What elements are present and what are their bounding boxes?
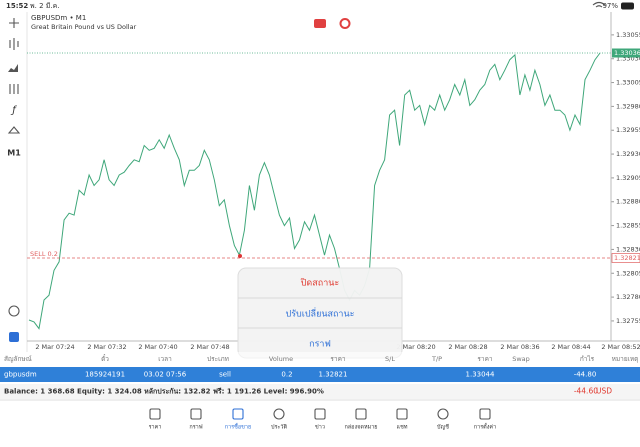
column-header: ประเภท [207, 355, 229, 363]
y-tick-label: 1.32955 [616, 126, 640, 134]
balance-currency: USD [596, 387, 612, 396]
x-tick-label: 2 Mar 07:24 [35, 343, 74, 351]
column-header: ราคา [477, 355, 492, 363]
x-tick-label: 2 Mar 07:32 [87, 343, 126, 351]
position-row[interactable] [0, 367, 640, 382]
function-tool[interactable]: ƒ [10, 105, 17, 116]
nav-label[interactable]: ประวัติ [271, 424, 287, 431]
nav-label[interactable]: กล่องจดหมาย [344, 425, 377, 431]
row-cell: 185924191 [85, 371, 125, 379]
nav-label[interactable]: ราคา [149, 425, 162, 431]
popup-menu: ปิดสถานะ ปรับเปลี่ยนสถานะ กราฟ [237, 267, 403, 359]
row-cell: 1.33044 [466, 371, 495, 379]
bid-price-box [612, 48, 640, 58]
one-click-icon[interactable] [314, 19, 326, 28]
sell-price-label: 1.32821 [614, 254, 640, 262]
y-tick-label: 1.32855 [616, 222, 640, 230]
left-toolbar: ƒ M1 [7, 18, 21, 342]
nav-icon[interactable] [149, 408, 161, 420]
balance-bar [0, 384, 640, 399]
row-cell: 03.02 07:56 [144, 371, 187, 379]
row-cell: -44.80 [574, 371, 597, 379]
balance-profit: -44.60 [574, 387, 598, 396]
nav-icon[interactable] [190, 408, 202, 420]
column-header: สัญลักษณ์ [4, 355, 32, 363]
nav-icon[interactable] [314, 408, 326, 420]
nav-icon[interactable] [479, 408, 491, 420]
status-battery: 97% [602, 2, 618, 10]
settings-tool[interactable] [9, 84, 19, 94]
wifi-icon [592, 1, 606, 8]
nav-icon[interactable] [273, 408, 285, 420]
trade-tool[interactable] [9, 332, 19, 342]
row-cell: 1.32821 [319, 371, 348, 379]
column-header: เวลา [158, 355, 172, 363]
nav-label[interactable]: บัญชี [437, 424, 449, 431]
chart-description: Great Britain Pound vs US Dollar [31, 23, 137, 31]
bid-price-label: 1.33036 [614, 49, 640, 57]
battery-icon [621, 2, 634, 10]
modify-position[interactable]: ปรับเปลี่ยนสถานะ [286, 307, 355, 320]
x-tick-label: 2 Mar 08:20 [396, 343, 435, 351]
y-tick-label: 1.32980 [616, 102, 640, 110]
table-header-bg [0, 352, 640, 366]
nav-label[interactable]: การซื้อขาย [225, 423, 251, 431]
x-tick-label: 2 Mar 07:40 [138, 343, 177, 351]
timeframe[interactable]: M1 [7, 149, 21, 158]
x-tick-label: 2 Mar 08:28 [448, 343, 487, 351]
nav-icon[interactable] [355, 408, 367, 420]
y-tick-label: 1.33030 [616, 55, 640, 63]
column-header: T/P [431, 355, 442, 363]
nav-icon[interactable] [232, 408, 244, 420]
y-tick-label: 1.32780 [616, 293, 640, 301]
row-cell: 0.2 [281, 371, 292, 379]
indicator-tool[interactable] [8, 64, 18, 72]
column-header: ราคา [330, 355, 345, 363]
y-tick-label: 1.32905 [616, 174, 640, 182]
sell-line-label: SELL 0.2 [30, 250, 58, 258]
y-tick-label: 1.32880 [616, 198, 640, 206]
column-header: ตั๋ว [101, 354, 109, 363]
x-tick-label: 2 Mar 08:44 [551, 343, 590, 351]
nav-icon[interactable] [437, 408, 449, 420]
nav-label[interactable]: การตั้งค่า [474, 423, 496, 431]
chart-type-tool[interactable] [9, 38, 19, 50]
close-position[interactable]: ปิดสถานะ [301, 278, 340, 289]
x-tick-label: 2 Mar 08:52 [601, 343, 640, 351]
crosshair-tool[interactable] [9, 18, 19, 28]
y-tick-label: 1.33055 [616, 31, 640, 39]
status-time: 15:52 [6, 2, 28, 10]
nav-icon[interactable] [396, 408, 408, 420]
column-header: หมายเหตุ [612, 355, 639, 363]
y-tick-label: 1.32830 [616, 245, 640, 253]
y-tick-label: 1.33005 [616, 79, 640, 87]
entry-point [238, 254, 242, 258]
balance-summary: Balance: 1 368.68 Equity: 1 324.08 หลักป… [4, 388, 324, 396]
status-date: พ. 2 มี.ค. [30, 2, 60, 10]
nav-label[interactable]: ข่าว [315, 425, 325, 431]
refresh-icon[interactable] [339, 18, 351, 29]
y-tick-label: 1.32755 [616, 317, 640, 325]
column-header: Swap [512, 355, 530, 363]
row-cell: gbpusdm [4, 371, 37, 379]
price-line [28, 52, 601, 330]
x-tick-label: 2 Mar 07:48 [190, 343, 229, 351]
column-header: Volume [269, 355, 293, 363]
nav-label[interactable]: กราฟ [189, 424, 202, 431]
sell-price-box [611, 253, 640, 263]
zoom-tool[interactable] [8, 305, 20, 317]
nav-label[interactable]: แชท [397, 424, 408, 431]
objects-tool[interactable] [7, 126, 21, 134]
chart-option[interactable]: กราฟ [309, 340, 331, 350]
column-header: S/L [385, 355, 395, 363]
y-tick-label: 1.32930 [616, 150, 640, 158]
y-tick-label: 1.32805 [616, 269, 640, 277]
column-header: กำไร [580, 355, 595, 363]
chart-symbol: GBPUSDm • M1 [31, 14, 86, 22]
x-tick-label: 2 Mar 08:36 [500, 343, 539, 351]
row-cell: sell [219, 371, 231, 379]
